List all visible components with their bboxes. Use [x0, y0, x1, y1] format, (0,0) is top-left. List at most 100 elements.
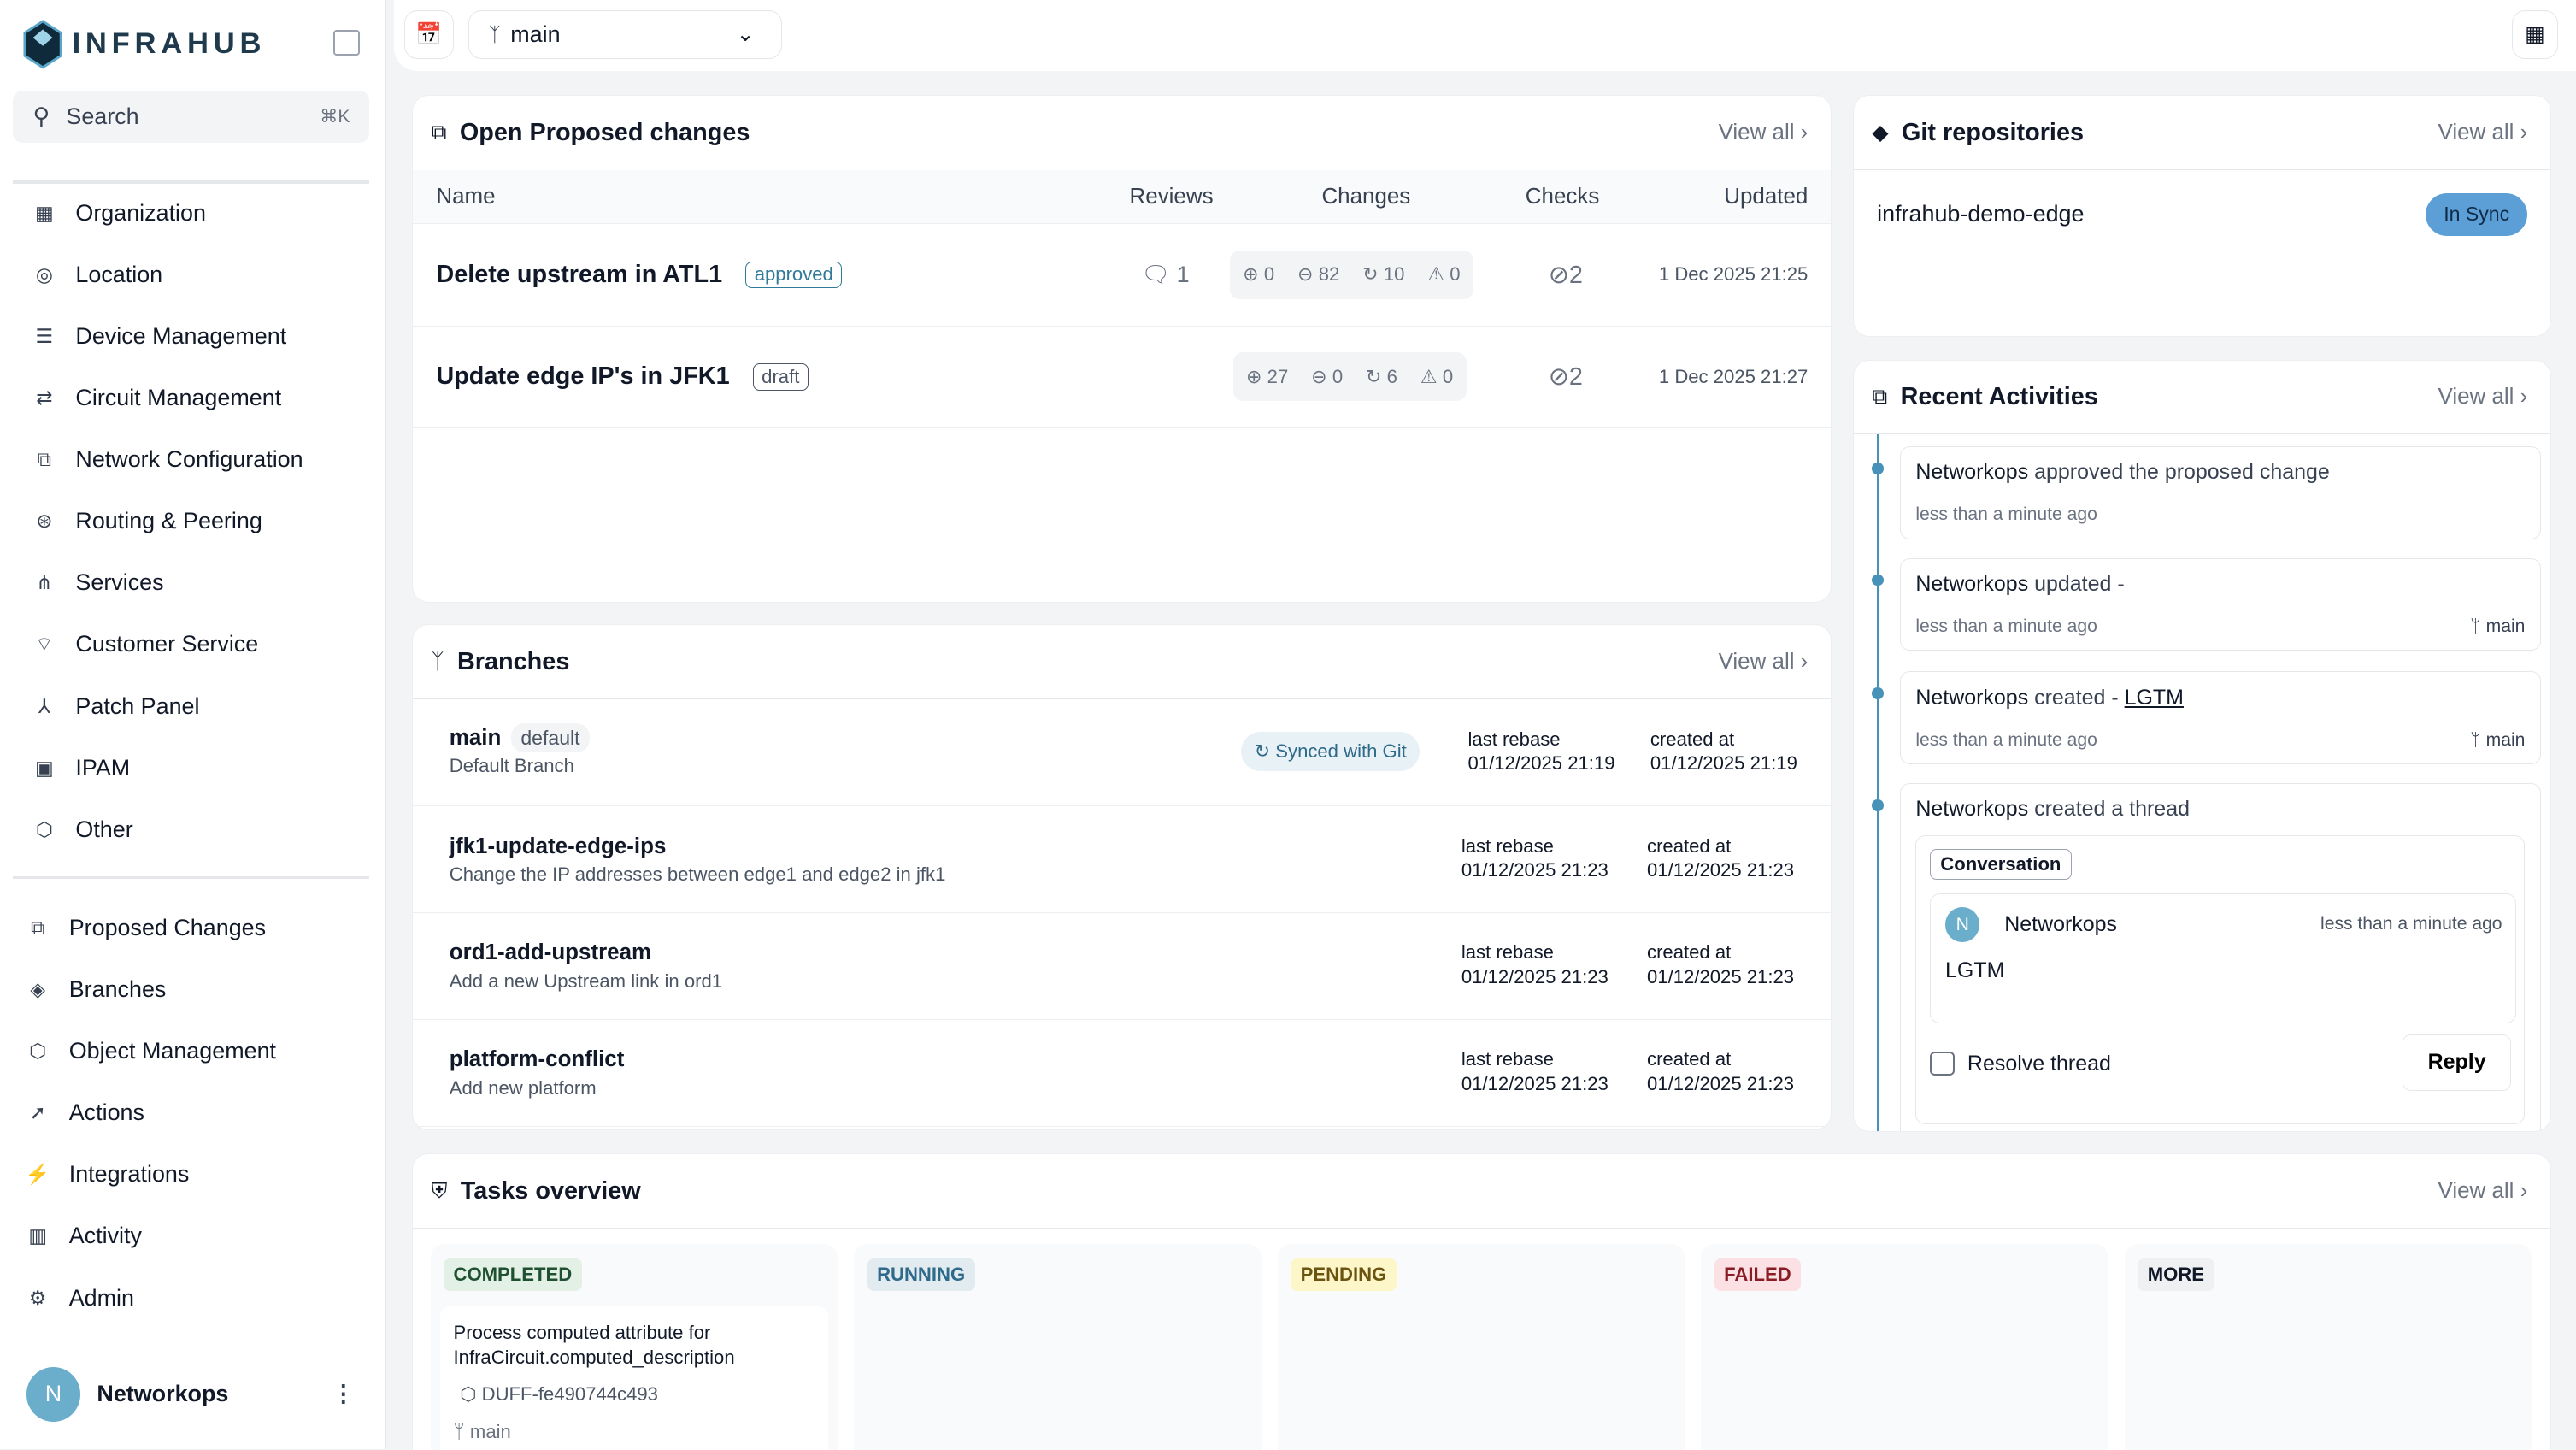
sidebar-item-location[interactable]: ◎ Location	[13, 244, 369, 305]
sidebar-item-branches[interactable]: ◈ Branches	[13, 959, 369, 1021]
branch-name-wrap: platform-conflict	[450, 1047, 625, 1072]
sidebar-item-organization[interactable]: ▦ Organization	[13, 182, 369, 244]
sidebar-item-label: Patch Panel	[75, 693, 200, 719]
branch-row[interactable]: main default Default Branch ↻ Synced with G…	[413, 699, 1832, 806]
branch-row[interactable]: jfk1-update-edge-ips Change the IP addres…	[413, 806, 1832, 913]
sidebar-item-label: Location	[75, 261, 163, 287]
view-all-link[interactable]: View all ›	[2438, 1178, 2528, 1203]
sidebar-item-services[interactable]: ⋔ Services	[13, 552, 369, 614]
sidebar-item-label: Circuit Management	[75, 385, 282, 411]
branch-name[interactable]: jfk1-update-edge-ips	[449, 834, 667, 858]
proposed-changes-icon: ⧉	[30, 917, 45, 940]
minus-circle-icon: ⊖	[1311, 365, 1332, 387]
sidebar-item-circuit-management[interactable]: ⇄ Circuit Management	[13, 368, 369, 429]
checkbox[interactable]	[1929, 1051, 1955, 1076]
view-all-link[interactable]: View all ›	[2438, 120, 2528, 144]
activity-text: Networkops created a thread	[1915, 797, 2525, 822]
search-button[interactable]: ⚲ Search ⌘K	[13, 90, 370, 144]
sidebar-item-routing-peering[interactable]: ⊛ Routing & Peering	[13, 491, 369, 552]
branch-name[interactable]: platform-conflict	[449, 1047, 625, 1072]
branch-row[interactable]: platform-conflict Add new platform last re…	[413, 1020, 1832, 1127]
reply-button[interactable]: Reply	[2403, 1034, 2512, 1091]
checks[interactable]: ⊘2	[1549, 260, 1583, 290]
sidebar-item-label: Organization	[75, 199, 206, 226]
sidebar-item-integrations[interactable]: ⚡ Integrations	[13, 1144, 369, 1205]
activity-actor: Networkops	[1915, 685, 2029, 710]
recent-activities-card: ⧉ Recent Activities View all › Networkop…	[1853, 359, 2552, 1133]
resolve-label: Resolve thread	[1967, 1051, 2111, 1076]
refresh-icon: ↻	[1362, 263, 1384, 286]
topbar: 📅 ᛉ main ⌄ ▦	[394, 0, 2576, 71]
server-icon: ☰	[35, 325, 54, 348]
activity-link[interactable]: LGTM	[2124, 685, 2184, 710]
sidebar-item-actions[interactable]: ➚ Actions	[13, 1082, 369, 1144]
view-all-link[interactable]: View all ›	[1718, 121, 1808, 145]
sync-status-badge: In Sync	[2426, 192, 2528, 236]
reviews-value: 1	[1176, 262, 1190, 288]
user-name: Networkops	[97, 1381, 229, 1407]
conflicts-count: ⚠ 0	[1427, 263, 1460, 286]
chart-icon: ▥	[28, 1224, 48, 1247]
created-meta: created at 01/12/2025 21:23	[1647, 834, 1794, 884]
user-menu[interactable]: N Networkops ⋮	[26, 1367, 356, 1422]
logo[interactable]: INFRAHUB	[23, 20, 266, 69]
minus-circle-icon: ⊖	[1297, 263, 1319, 286]
task-status-tag: PENDING	[1291, 1258, 1397, 1291]
rebase-meta: last rebase 01/12/2025 21:19	[1468, 728, 1615, 777]
more-vertical-icon[interactable]: ⋮	[332, 1381, 356, 1407]
conversation-tag: Conversation	[1929, 849, 2072, 880]
col-checks: Checks	[1525, 184, 1600, 209]
comment-icon: 🗨	[1141, 262, 1177, 288]
branch-name[interactable]: ord1-add-upstream	[449, 940, 652, 965]
sidebar-item-activity[interactable]: ▥ Activity	[13, 1205, 369, 1267]
branches-card: ᛉ Branches View all › main default Default…	[412, 624, 1832, 1131]
sidebar-item-ipam[interactable]: ▣ IPAM	[13, 737, 369, 799]
branch-row[interactable]: ord1-add-upstream Add a new Upstream link…	[413, 913, 1832, 1020]
changes-summary: ⊕ 27 ⊖ 0 ↻ 6 ⚠ 0	[1232, 351, 1467, 402]
sidebar-item-device-management[interactable]: ☰ Device Management	[13, 306, 369, 368]
updated-value: 10	[1383, 263, 1405, 286]
chevron-down-icon[interactable]: ⌄	[709, 11, 781, 58]
sidebar-item-label: Device Management	[75, 323, 287, 350]
proposed-change-name[interactable]: Delete upstream in ATL1	[436, 260, 723, 288]
sidebar-item-admin[interactable]: ⚙ Admin	[13, 1267, 369, 1329]
repo-item[interactable]: infrahub-demo-edge In Sync	[1854, 170, 2550, 236]
branch-name-wrap: main default	[449, 722, 591, 752]
collapse-sidebar-icon[interactable]	[333, 29, 360, 56]
nav-primary: ▦ Organization ◎ Location ☰ Device Management…	[13, 182, 369, 860]
view-all-link[interactable]: View all ›	[2438, 385, 2528, 410]
plus-circle-icon: ⊕	[1246, 365, 1267, 387]
cube-icon: ⬡	[460, 1382, 482, 1405]
created-meta: created at 01/12/2025 21:23	[1647, 1047, 1794, 1097]
created-meta: created at 01/12/2025 21:19	[1650, 728, 1797, 777]
sidebar-item-patch-panel[interactable]: ⅄ Patch Panel	[13, 675, 369, 737]
check-circle-icon: ⊘	[1548, 363, 1569, 392]
view-all-link[interactable]: View all ›	[1718, 649, 1808, 674]
activity-meta: less than a minute ago ᛘ main	[1915, 730, 2525, 751]
apps-button[interactable]: ▦	[2512, 9, 2558, 60]
timeline-dot	[1872, 574, 1884, 586]
current-branch: main	[510, 21, 561, 47]
sidebar-item-proposed-changes[interactable]: ⧉ Proposed Changes	[13, 898, 369, 959]
routing-icon: ⊛	[36, 510, 53, 533]
branch-name[interactable]: main	[449, 725, 502, 750]
sidebar-item-other[interactable]: ⬡ Other	[13, 799, 369, 860]
proposed-change-name[interactable]: Update edge IP's in JFK1	[436, 362, 730, 391]
rebase-label: last rebase	[1461, 834, 1554, 857]
added-count: ⊕ 0	[1243, 263, 1274, 286]
comment-message: LGTM	[1945, 958, 2005, 982]
resolve-thread-checkbox[interactable]: Resolve thread	[1929, 1051, 2111, 1076]
sidebar-item-object-management[interactable]: ⬡ Object Management	[13, 1021, 369, 1082]
checks[interactable]: ⊘2	[1549, 362, 1583, 392]
activity-time: less than a minute ago	[1915, 729, 2097, 750]
sitemap-icon: ⋔	[36, 571, 53, 594]
proposed-change-row[interactable]: Update edge IP's in JFK1 draft ⊕ 27 ⊖ 0 ↻ 6 ⚠…	[413, 327, 1832, 428]
col-reviews: Reviews	[1129, 184, 1214, 209]
task-card[interactable]: Process computed attribute for InfraCirc…	[440, 1306, 828, 1450]
git-icon: ◆	[1872, 121, 1889, 145]
proposed-change-row[interactable]: Delete upstream in ATL1 approved 🗨 1 ⊕ 0 ⊖ 8…	[413, 224, 1832, 327]
branch-selector[interactable]: ᛉ main ⌄	[468, 9, 782, 60]
sidebar-item-network-configuration[interactable]: ⧉ Network Configuration	[13, 429, 369, 491]
time-travel-button[interactable]: 📅	[403, 9, 454, 60]
sidebar-item-customer-service[interactable]: ⌔ Customer Service	[13, 614, 369, 675]
